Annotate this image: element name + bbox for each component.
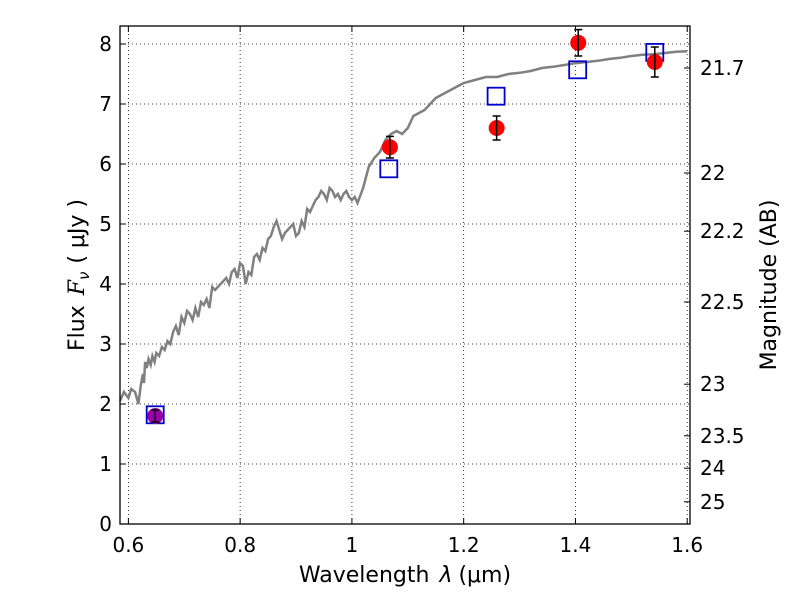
right-y-axis-label: Magnitude (AB) (757, 200, 782, 371)
x-tick-label: 1.4 (560, 533, 592, 557)
right-y-tick-label: 23.5 (700, 424, 745, 448)
y-tick-label: 2 (99, 392, 112, 416)
data-markers (145, 28, 665, 425)
model-photometry-square (568, 60, 588, 80)
x-tick-label: 0.6 (112, 533, 144, 557)
x-tick-label: 1 (346, 533, 359, 557)
right-y-tick-label: 21.7 (700, 56, 745, 80)
x-tick-label: 1.6 (671, 533, 703, 557)
y-tick-label: 4 (99, 272, 112, 296)
y-tick-label: 6 (99, 152, 112, 176)
grid-lines (120, 26, 690, 525)
model-photometry-square (486, 86, 506, 106)
y-tick-label: 3 (99, 332, 112, 356)
right-y-tick-label: 25 (700, 490, 725, 514)
axis-ticks: 0.6 0.8 1 1.2 1.4 1.601234567821.72222.222.52… (99, 26, 745, 557)
y-tick-label: 1 (99, 452, 112, 476)
y-tick-label: 5 (99, 212, 112, 236)
x-axis-label: Wavelength λ (μm) (299, 563, 511, 588)
y-tick-label: 8 (99, 32, 112, 56)
right-y-tick-label: 22 (700, 161, 725, 185)
y-tick-label: 7 (99, 92, 112, 116)
plot-content (118, 28, 688, 425)
plot-frame (119, 25, 691, 525)
y-axis-label: FluxFν( μJy ) (65, 199, 93, 351)
model-photometry-square (379, 159, 399, 179)
right-y-tick-label: 22.2 (700, 219, 745, 243)
right-y-tick-label: 24 (700, 456, 725, 480)
x-tick-label: 0.8 (224, 533, 256, 557)
y-tick-label: 0 (99, 512, 112, 536)
model-spectrum-line (118, 49, 688, 405)
x-tick-label: 1.2 (448, 533, 480, 557)
right-y-tick-label: 22.5 (700, 290, 745, 314)
right-y-tick-label: 23 (700, 372, 725, 396)
